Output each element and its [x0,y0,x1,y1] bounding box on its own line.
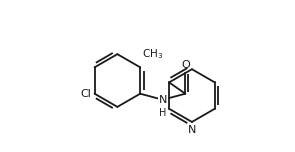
Text: O: O [181,60,190,70]
Text: N: N [188,125,196,135]
Text: CH$_3$: CH$_3$ [142,48,163,61]
Text: H: H [159,108,166,118]
Text: Cl: Cl [80,89,91,99]
Text: N: N [159,95,167,105]
